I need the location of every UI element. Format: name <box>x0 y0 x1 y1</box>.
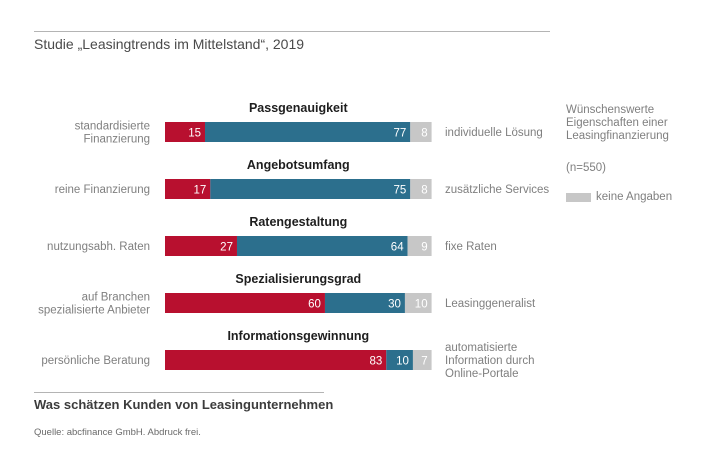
data-label-left: 83 <box>369 356 382 368</box>
legend-heading-line: Wünschenswerte <box>566 104 655 116</box>
category-label: Spezialisierungsgrad <box>235 272 361 286</box>
data-label-right: 64 <box>391 242 404 254</box>
data-label-left: 15 <box>188 128 201 140</box>
bar-segment-left <box>165 236 237 256</box>
bottom-rule <box>34 392 324 393</box>
right-option-label: Online-Portale <box>445 368 519 380</box>
sample-size: (n=550) <box>566 162 606 174</box>
data-label-left: 60 <box>308 299 321 311</box>
legend-label-no-answer: keine Angaben <box>596 191 673 203</box>
bar-segment-no-answer <box>404 293 432 313</box>
data-label-no-answer: 8 <box>421 128 427 140</box>
right-option-label: automatisierte <box>445 342 517 354</box>
left-option-label: nutzungsabh. Raten <box>47 241 150 253</box>
bar-segment-right <box>210 179 411 199</box>
legend-heading: Wünschenswerte Eigenschaften einer Leasi… <box>566 104 669 143</box>
chart-subtitle: Was schätzen Kunden von Leasingunternehm… <box>34 397 334 412</box>
source-note: Quelle: abcfinance GmbH. Abdruck frei. <box>34 427 201 438</box>
bar-segment-no-answer <box>410 179 432 199</box>
bar-segment-left <box>165 122 205 142</box>
data-label-right: 75 <box>393 185 406 197</box>
bar-segment-right <box>386 350 413 370</box>
data-label-no-answer: 9 <box>421 242 427 254</box>
bar-segment-left <box>165 179 211 199</box>
chart-title: Studie „Leasingtrends im Mittelstand“, 2… <box>34 36 305 52</box>
legend-heading-line: Leasingfinanzierung <box>566 130 669 142</box>
category-label: Informationsgewinnung <box>227 329 369 343</box>
right-option-label: zusätzliche Services <box>445 184 549 196</box>
bar-segment-no-answer <box>407 236 432 256</box>
top-rule <box>34 31 550 32</box>
right-option-label: individuelle Lösung <box>445 127 543 139</box>
bar-segment-left <box>165 293 325 313</box>
category-label: Ratengestaltung <box>249 215 347 229</box>
category-label: Angebotsumfang <box>247 158 350 172</box>
data-label-right: 10 <box>396 356 409 368</box>
data-label-no-answer: 7 <box>421 356 427 368</box>
bar-segment-right <box>324 293 405 313</box>
data-label-right: 30 <box>388 299 401 311</box>
right-option-label: Information durch <box>445 355 535 367</box>
data-label-no-answer: 10 <box>415 299 428 311</box>
right-option-label: Leasinggeneralist <box>445 298 536 310</box>
category-label: Passgenauigkeit <box>249 101 348 115</box>
data-label-right: 77 <box>393 128 406 140</box>
left-option-label: auf Branchen <box>82 292 150 304</box>
left-option-label: reine Finanzierung <box>55 184 150 196</box>
left-option-label: standardisierte <box>75 121 150 133</box>
bar-segment-no-answer <box>412 350 432 370</box>
bar-segment-left <box>165 350 387 370</box>
data-label-left: 17 <box>194 185 207 197</box>
bar-segment-no-answer <box>410 122 432 142</box>
bar-segment-right <box>204 122 411 142</box>
data-label-no-answer: 8 <box>421 185 427 197</box>
left-option-label: spezialisierte Anbieter <box>38 305 150 317</box>
left-option-label: Finanzierung <box>84 134 150 146</box>
left-option-label: persönliche Beratung <box>41 355 150 367</box>
legend-heading-line: Eigenschaften einer <box>566 117 668 129</box>
right-option-label: fixe Raten <box>445 241 497 253</box>
legend-swatch-no-answer <box>566 193 591 202</box>
data-label-left: 27 <box>220 242 233 254</box>
bar-segment-right <box>236 236 408 256</box>
